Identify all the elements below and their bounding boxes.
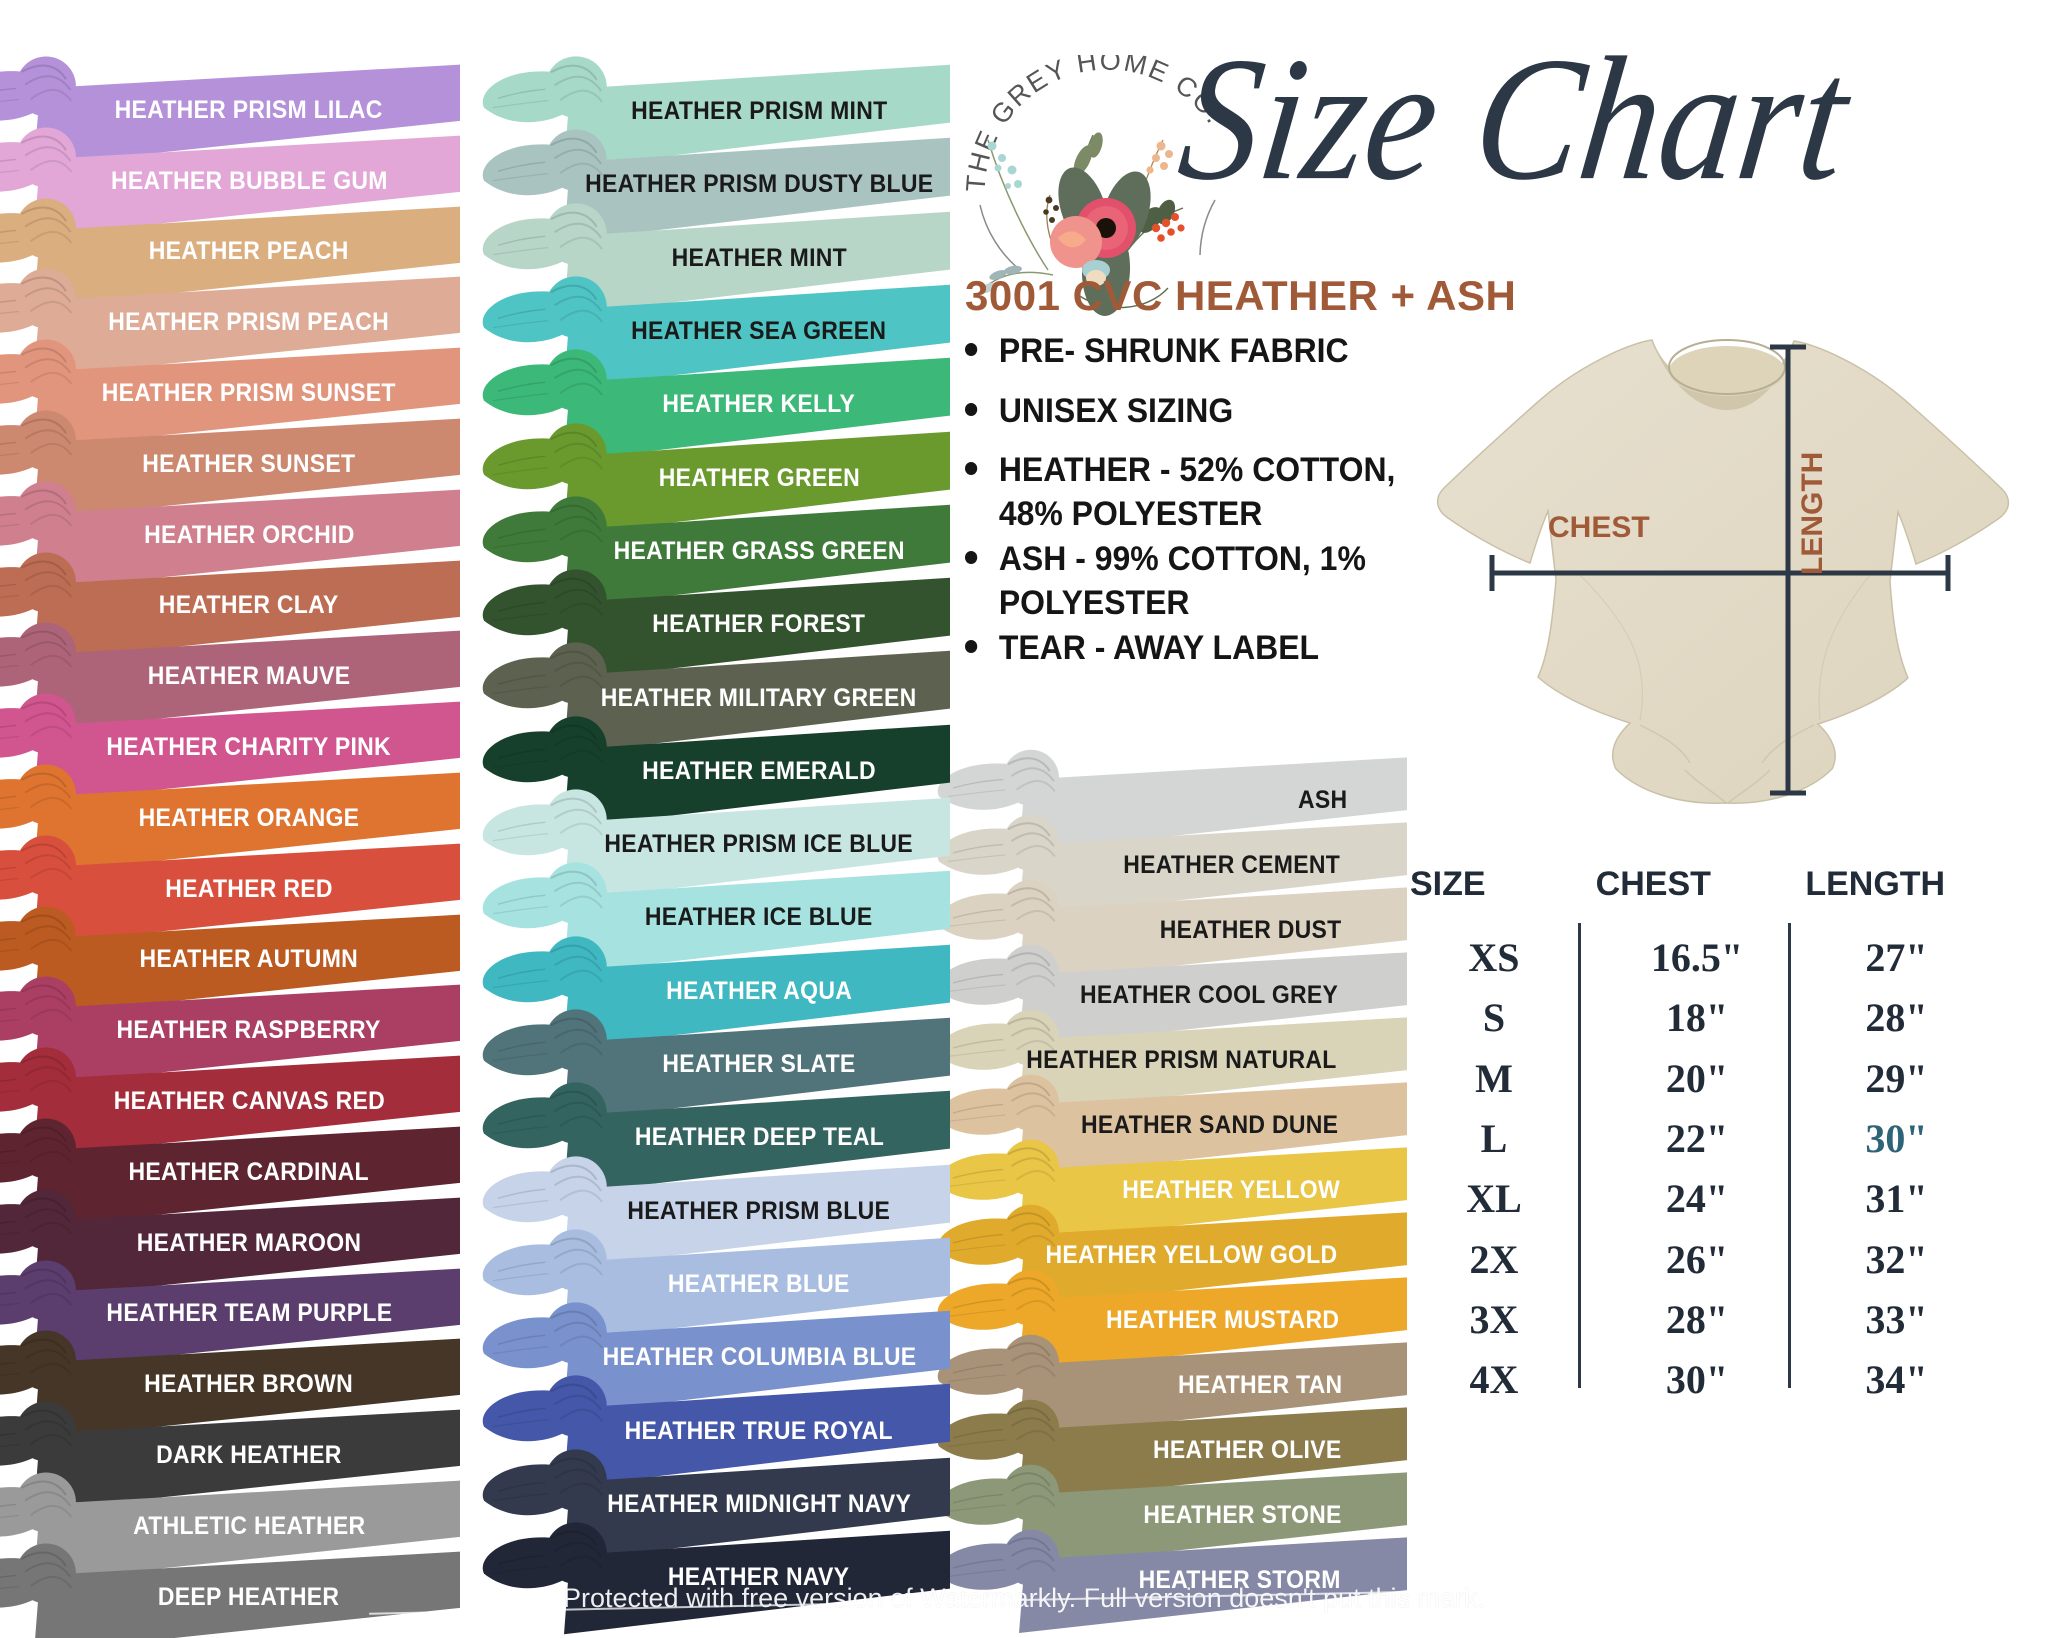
svg-text:LENGTH: LENGTH — [1796, 452, 1829, 575]
svg-text:CHEST: CHEST — [1548, 511, 1650, 544]
